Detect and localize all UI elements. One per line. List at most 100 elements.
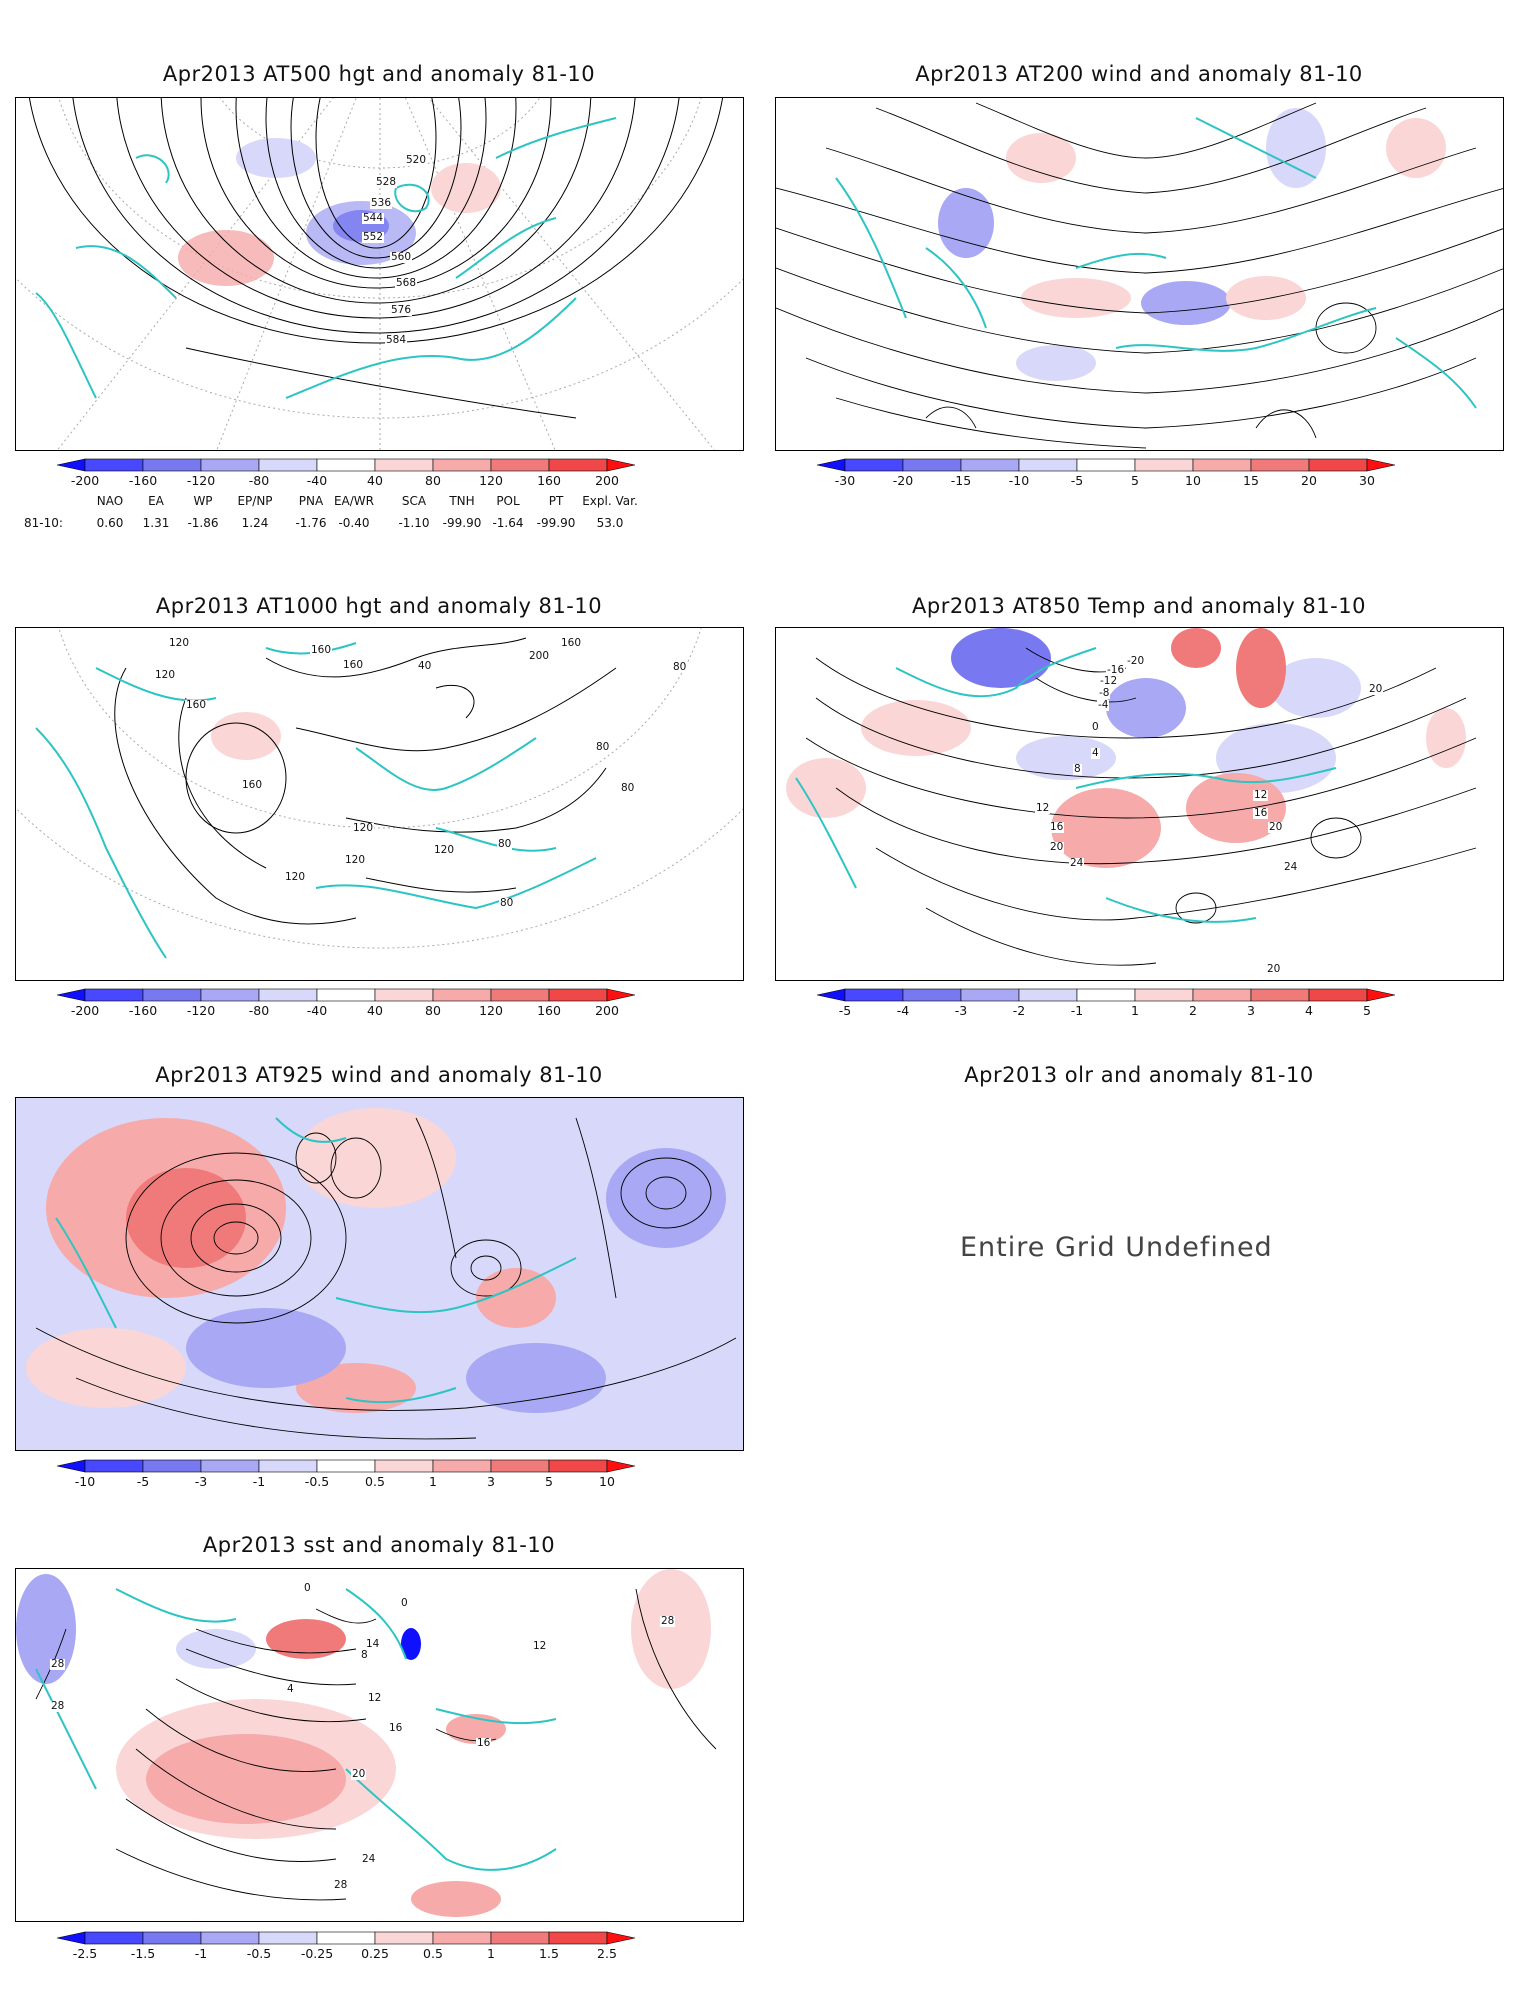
contour-label: 8 — [360, 1649, 369, 1661]
contour-label: 520 — [405, 154, 428, 166]
contour-label: 80 — [499, 897, 515, 909]
contour-label: 0 — [400, 1597, 409, 1609]
colorbar-segment — [374, 988, 434, 1002]
colorbar-low-arrow — [816, 988, 846, 1002]
colorbar-svg — [56, 1459, 636, 1473]
index-name: EA — [148, 494, 164, 508]
contour-label: 80 — [497, 838, 513, 850]
colorbar-segment — [258, 458, 318, 472]
index-name: TNH — [449, 494, 475, 508]
contour-label: 24 — [361, 1853, 377, 1865]
contour-label: 20 — [351, 1768, 367, 1780]
contour-label: 12 — [1035, 802, 1051, 814]
contour-label: 560 — [390, 251, 413, 263]
colorbar-tick-label: 200 — [595, 1003, 619, 1018]
panel-title: Apr2013 olr and anomaly 81-10 — [964, 1063, 1314, 1087]
panel-title: Apr2013 AT850 Temp and anomaly 81-10 — [912, 594, 1366, 618]
colorbar-segment — [84, 988, 144, 1002]
contour-label: 120 — [344, 854, 367, 866]
colorbar-segment — [316, 1459, 376, 1473]
contour-label: 80 — [672, 661, 688, 673]
colorbar-segment — [490, 988, 550, 1002]
contour-label: 160 — [241, 779, 264, 791]
contour-label: 544 — [362, 212, 385, 224]
colorbar-segment — [84, 458, 144, 472]
colorbar-tick-label: -1.5 — [130, 1946, 156, 1961]
colorbar-tick-label: -2.5 — [72, 1946, 98, 1961]
contour-label: 28 — [333, 1879, 349, 1891]
colorbar-at1000: -200 -160 -120 -80 -40 40 80 120 160 200 — [56, 988, 697, 1018]
colorbar-segment — [258, 988, 318, 1002]
index-name: PT — [548, 494, 564, 508]
colorbar-tick-label: -120 — [186, 473, 216, 488]
colorbar-segment — [432, 458, 492, 472]
colorbar-segment — [1308, 458, 1368, 472]
colorbar-segment — [1192, 988, 1252, 1002]
contour-label: 120 — [168, 637, 191, 649]
contour-label: 200 — [528, 650, 551, 662]
contour-label: 20 — [1368, 683, 1384, 695]
contour-label: 4 — [286, 1683, 295, 1695]
contour-label: 24 — [1283, 861, 1299, 873]
colorbar-tick-label: 10 — [1185, 473, 1201, 488]
colorbar-low-arrow — [56, 1459, 86, 1473]
contour-label: 16 — [1049, 821, 1065, 833]
colorbar-tick-label: 120 — [479, 1003, 503, 1018]
colorbar-tick-label: -80 — [248, 1003, 270, 1018]
colorbar-segment — [490, 1931, 550, 1945]
colorbar-tick-label: -15 — [950, 473, 972, 488]
colorbar-segment — [374, 1931, 434, 1945]
colorbar-segment — [1134, 458, 1194, 472]
colorbar-segment — [432, 1459, 492, 1473]
colorbar-tick-label: 5 — [1363, 1003, 1371, 1018]
colorbar-segment — [960, 988, 1020, 1002]
contour-label: 14 — [365, 1638, 381, 1650]
contour-label: 160 — [185, 699, 208, 711]
colorbar-tick-label: -0.5 — [304, 1474, 330, 1489]
colorbar-segment — [316, 988, 376, 1002]
colorbar-tick-label: 1.5 — [539, 1946, 559, 1961]
colorbar-segment — [902, 988, 962, 1002]
colorbar-tick-label: -3 — [194, 1474, 208, 1489]
index-value: 53.0 — [596, 516, 624, 530]
colorbar-segment — [844, 458, 904, 472]
colorbar-high-arrow — [606, 988, 636, 1002]
contour-label: 16 — [1253, 807, 1269, 819]
index-name: NAO — [96, 494, 124, 508]
colorbar-at850: -5 -4 -3 -2 -1 1 2 3 4 5 — [816, 988, 1457, 1018]
colorbar-tick-label: 0.25 — [361, 1946, 389, 1961]
colorbar-tick-label: -200 — [70, 1003, 100, 1018]
colorbar-high-arrow — [1366, 988, 1396, 1002]
colorbar-high-arrow — [606, 458, 636, 472]
colorbar-tick-label: 5 — [545, 1474, 553, 1489]
contour-label: 0 — [303, 1582, 312, 1594]
colorbar-segment — [490, 1459, 550, 1473]
colorbar-segment — [1018, 458, 1078, 472]
map-at850-temp — [775, 627, 1504, 981]
contour-label: 120 — [284, 871, 307, 883]
colorbar-low-arrow — [56, 1931, 86, 1945]
colorbar-tick-label: -5 — [838, 1003, 852, 1018]
contour-label: 16 — [388, 1722, 404, 1734]
colorbar-segment — [548, 458, 608, 472]
colorbar-segment — [1192, 458, 1252, 472]
colorbar-high-arrow — [606, 1931, 636, 1945]
contour-label: 120 — [352, 822, 375, 834]
colorbar-tick-label: 10 — [599, 1474, 615, 1489]
colorbar-tick-label: 4 — [1305, 1003, 1313, 1018]
colorbar-segment — [200, 1459, 260, 1473]
colorbar-segment — [1076, 988, 1136, 1002]
colorbar-tick-label: 1 — [429, 1474, 437, 1489]
colorbar-tick-label: 1 — [487, 1946, 495, 1961]
colorbar-segment — [1134, 988, 1194, 1002]
colorbar-segment — [374, 1459, 434, 1473]
colorbar-high-arrow — [1366, 458, 1396, 472]
contour-label: 568 — [395, 277, 418, 289]
colorbar-tick-label: -160 — [128, 1003, 158, 1018]
colorbar-segment — [902, 458, 962, 472]
panel-title: Apr2013 sst and anomaly 81-10 — [202, 1533, 556, 1557]
contour-label: 160 — [560, 637, 583, 649]
contour-label: 160 — [310, 644, 333, 656]
colorbar-tick-label: -4 — [896, 1003, 910, 1018]
colorbar-segment — [200, 458, 260, 472]
